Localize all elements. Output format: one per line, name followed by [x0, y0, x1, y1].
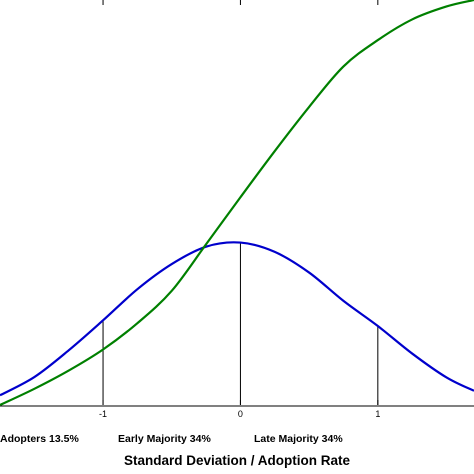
category-label-adopters: Adopters 13.5% — [0, 433, 79, 445]
x-tick-labels: -1 0 1 — [99, 409, 380, 419]
plot-area — [0, 0, 474, 407]
category-label-early-majority: Early Majority 34% — [118, 433, 211, 445]
x-tick-label: -1 — [99, 409, 107, 419]
category-label-late-majority: Late Majority 34% — [254, 433, 343, 445]
series-lines — [0, 0, 474, 406]
category-labels: Adopters 13.5% Early Majority 34% Late M… — [0, 433, 343, 445]
cumulative-adoption-line — [0, 0, 474, 406]
guide-lines — [102, 242, 379, 405]
x-axis-title: Standard Deviation / Adoption Rate — [124, 453, 351, 468]
top-axis-ticks — [102, 0, 379, 5]
plot-frame — [0, 405, 474, 407]
x-tick-label: 1 — [375, 409, 380, 419]
x-tick-label: 0 — [238, 409, 243, 419]
bell-curve-line — [0, 241, 474, 397]
